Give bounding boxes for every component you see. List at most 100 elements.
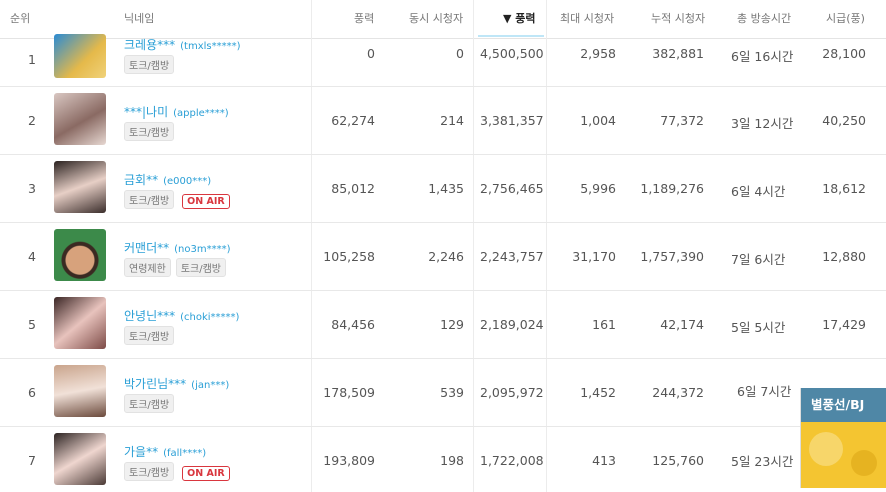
column-divider	[473, 0, 474, 492]
max-viewers: 1,004	[580, 113, 616, 128]
on-air-badge[interactable]: ON AIR	[182, 194, 230, 209]
total-viewers: 42,174	[660, 317, 704, 332]
streamer-id: (no3m****)	[174, 244, 231, 255]
streamer-id: (e000***)	[163, 176, 212, 187]
streamer-nickname[interactable]: 가을** (fall****)	[124, 443, 206, 460]
avatar[interactable]	[54, 34, 106, 78]
total-viewers: 382,881	[652, 46, 704, 61]
rank-number: 5	[28, 317, 36, 332]
avatar[interactable]	[54, 365, 106, 417]
hourly-balloon: 12,880	[822, 249, 866, 264]
balloon-value: 178,509	[323, 385, 375, 400]
nickname-text: ***|나미	[124, 105, 169, 119]
balloon-sorted-value: 2,189,024	[480, 317, 544, 332]
streamer-nickname[interactable]: ***|나미 (apple****)	[124, 103, 229, 120]
avatar[interactable]	[54, 297, 106, 349]
total-broadcast-time: 7일 6시간	[731, 252, 786, 267]
balloon-value: 0	[367, 46, 375, 61]
balloon-popup[interactable]: 별풍선/BJ	[800, 388, 886, 488]
balloon-sorted-value: 2,243,757	[480, 249, 544, 264]
balloon-value: 84,456	[331, 317, 375, 332]
category-tag[interactable]: 토크/캠방	[175, 258, 226, 277]
nickname-text: 커맨더**	[124, 241, 170, 255]
popup-title[interactable]: 별풍선/BJ	[801, 388, 886, 422]
category-tag[interactable]: 토크/캠방	[124, 190, 175, 209]
streamer-id: (tmxls*****)	[180, 41, 241, 52]
category-tag[interactable]: 토크/캠방	[124, 394, 175, 413]
rank-number: 6	[28, 385, 36, 400]
age-restricted-tag[interactable]: 연령제한	[124, 258, 171, 277]
balloon-value: 105,258	[323, 249, 375, 264]
tag-group: 토크/캠방	[124, 325, 179, 345]
col-balloon-sorted-header[interactable]: ▼ 풍력	[503, 12, 536, 25]
table-header: 순위 닉네임 풍력 동시 시청자 ▼ 풍력 최대 시청자 누적 시청자 총 방송…	[0, 0, 886, 39]
total-viewers: 125,760	[652, 453, 704, 468]
table-row[interactable]: 3 금회** (e000***) 토크/캠방 ON AIR 85,012 1,435…	[0, 155, 886, 223]
total-viewers: 244,372	[652, 385, 704, 400]
balloon-sorted-value: 2,756,465	[480, 181, 544, 196]
rank-number: 1	[28, 52, 36, 67]
column-divider	[311, 0, 312, 492]
total-viewers: 77,372	[660, 113, 704, 128]
concurrent-viewers: 2,246	[428, 249, 464, 264]
category-tag[interactable]: 토크/캠방	[124, 55, 175, 74]
col-max-viewers-header[interactable]: 최대 시청자	[560, 12, 615, 25]
concurrent-viewers: 1,435	[428, 181, 464, 196]
table-row[interactable]: 5 안녕닌*** (choki*****) 토크/캠방 84,456 129 2,…	[0, 291, 886, 359]
col-hourly-header[interactable]: 시급(풍)	[826, 12, 865, 25]
col-balloon-header[interactable]: 풍력	[354, 12, 375, 25]
rank-number: 2	[28, 113, 36, 128]
streamer-nickname[interactable]: 크레용*** (tmxls*****)	[124, 36, 241, 53]
nickname-text: 박가린님***	[124, 377, 187, 391]
total-broadcast-time: 6일 4시간	[731, 184, 786, 199]
max-viewers: 5,996	[580, 181, 616, 196]
col-concurrent-header[interactable]: 동시 시청자	[409, 12, 464, 25]
streamer-nickname[interactable]: 박가린님*** (jan***)	[124, 375, 229, 392]
table-row[interactable]: 7 가을** (fall****) 토크/캠방 ON AIR 193,809 198…	[0, 427, 886, 492]
concurrent-viewers: 214	[440, 113, 464, 128]
streamer-nickname[interactable]: 금회** (e000***)	[124, 171, 211, 188]
total-broadcast-time: 5일 23시간	[731, 454, 794, 469]
table-row[interactable]: 1 크레용*** (tmxls*****) 토크/캠방 0 0 4,500,500…	[0, 34, 886, 87]
rank-number: 4	[28, 249, 36, 264]
total-viewers: 1,757,390	[640, 249, 704, 264]
table-row[interactable]: 4 커맨더** (no3m****) 연령제한 토크/캠방 105,258 2,24…	[0, 223, 886, 291]
popup-decoration	[809, 432, 843, 466]
avatar[interactable]	[54, 93, 106, 145]
avatar[interactable]	[54, 229, 106, 281]
col-total-viewers-header[interactable]: 누적 시청자	[651, 12, 706, 25]
on-air-badge[interactable]: ON AIR	[182, 466, 230, 481]
tag-group: 토크/캠방	[124, 54, 179, 74]
category-tag[interactable]: 토크/캠방	[124, 462, 175, 481]
avatar[interactable]	[54, 433, 106, 485]
streamer-id: (jan***)	[191, 380, 230, 391]
tag-group: 토크/캠방 ON AIR	[124, 461, 230, 481]
streamer-nickname[interactable]: 커맨더** (no3m****)	[124, 239, 231, 256]
nickname-text: 금회**	[124, 173, 159, 187]
total-broadcast-time: 6일 16시간	[731, 49, 794, 64]
col-rank-header[interactable]: 순위	[10, 12, 31, 25]
max-viewers: 31,170	[572, 249, 616, 264]
col-nickname-header[interactable]: 닉네임	[124, 12, 155, 25]
nickname-text: 안녕닌***	[124, 309, 176, 323]
balloon-value: 62,274	[331, 113, 375, 128]
total-broadcast-time: 3일 12시간	[731, 116, 794, 131]
col-total-time-header[interactable]: 총 방송시간	[737, 12, 792, 25]
streamer-nickname[interactable]: 안녕닌*** (choki*****)	[124, 307, 239, 324]
total-viewers: 1,189,276	[640, 181, 704, 196]
concurrent-viewers: 198	[440, 453, 464, 468]
total-broadcast-time: 5일 5시간	[731, 320, 786, 335]
max-viewers: 1,452	[580, 385, 616, 400]
total-broadcast-time: 6일 7시간	[737, 384, 792, 399]
balloon-value: 85,012	[331, 181, 375, 196]
streamer-id: (choki*****)	[180, 312, 240, 323]
rank-number: 3	[28, 181, 36, 196]
table-row[interactable]: 2 ***|나미 (apple****) 토크/캠방 62,274 214 3,3…	[0, 87, 886, 155]
hourly-balloon: 17,429	[822, 317, 866, 332]
hourly-balloon: 18,612	[822, 181, 866, 196]
table-row[interactable]: 6 박가린님*** (jan***) 토크/캠방 178,509 539 2,09…	[0, 359, 886, 427]
avatar[interactable]	[54, 161, 106, 213]
category-tag[interactable]: 토크/캠방	[124, 122, 175, 141]
category-tag[interactable]: 토크/캠방	[124, 326, 175, 345]
